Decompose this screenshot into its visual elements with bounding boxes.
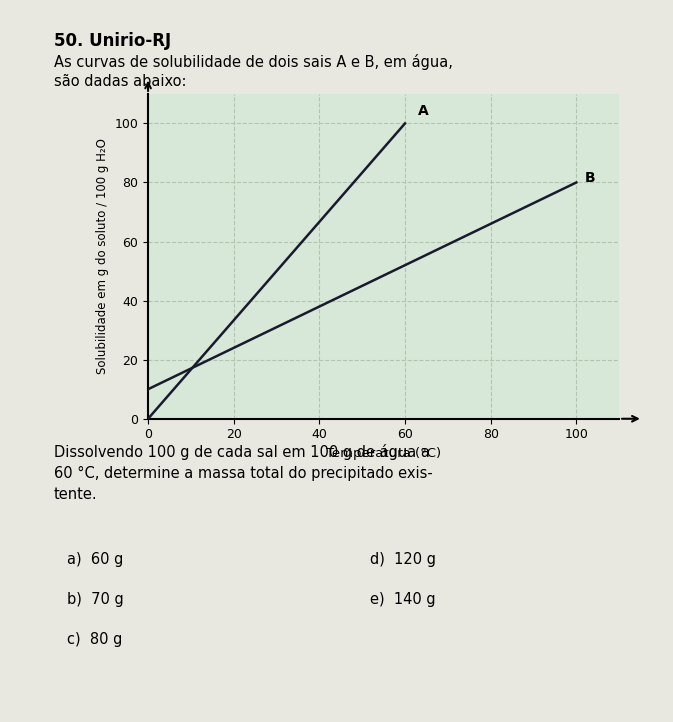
Text: 50. Unirio-RJ: 50. Unirio-RJ xyxy=(54,32,171,51)
X-axis label: Temperatura (°C): Temperatura (°C) xyxy=(326,447,441,460)
Text: c)  80 g: c) 80 g xyxy=(67,632,122,647)
Text: A: A xyxy=(418,103,429,118)
Text: e)  140 g: e) 140 g xyxy=(370,592,436,607)
Text: d)  120 g: d) 120 g xyxy=(370,552,436,567)
Y-axis label: Solubilidade em g do soluto / 100 g H₂O: Solubilidade em g do soluto / 100 g H₂O xyxy=(96,139,109,374)
Text: Dissolvendo 100 g de cada sal em 100 g de água a
60 °C, determine a massa total : Dissolvendo 100 g de cada sal em 100 g d… xyxy=(54,444,433,502)
Text: são dadas abaixo:: são dadas abaixo: xyxy=(54,74,186,89)
Text: B: B xyxy=(585,171,596,186)
Text: a)  60 g: a) 60 g xyxy=(67,552,124,567)
Text: b)  70 g: b) 70 g xyxy=(67,592,124,607)
Text: As curvas de solubilidade de dois sais A e B, em água,: As curvas de solubilidade de dois sais A… xyxy=(54,54,453,70)
